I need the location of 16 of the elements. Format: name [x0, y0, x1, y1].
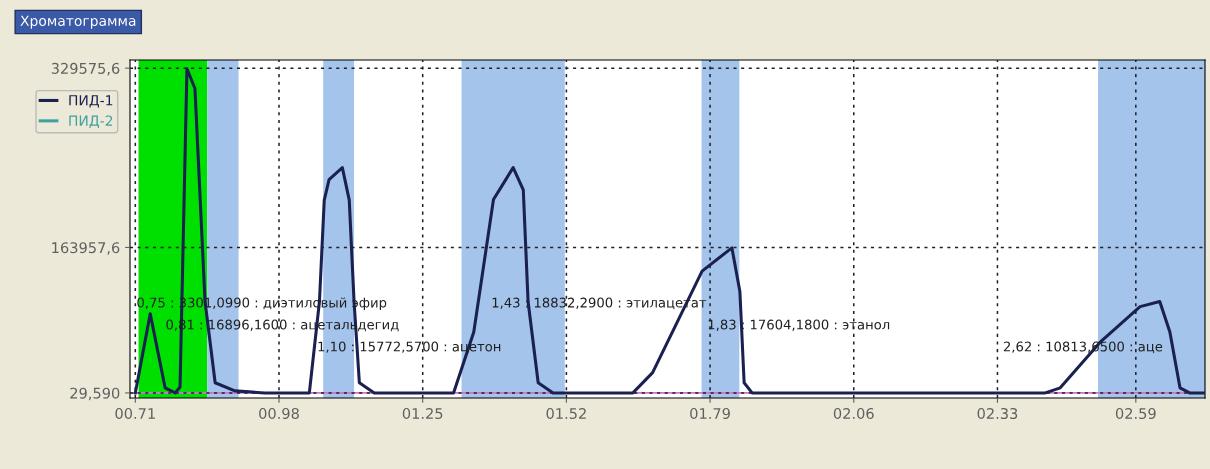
y-tick-label: 163957,6	[52, 242, 120, 255]
y-tick-label: 329575,6	[51, 62, 120, 76]
y-tick-label: 29,590	[70, 387, 120, 401]
chart-title: Хроматограмма	[20, 15, 136, 29]
x-tick-label: 02.06	[833, 407, 874, 420]
x-tick-label: 01.79	[690, 407, 730, 420]
x-tick-label: 00.71	[115, 407, 155, 420]
x-tick-label: 02.59	[1115, 407, 1156, 420]
legend-label: ПИД-1	[69, 95, 113, 108]
x-tick-label: 01.25	[402, 407, 443, 420]
x-tick-label: 00.98	[259, 407, 299, 420]
x-tick-label: 01.52	[546, 407, 586, 420]
legend-label: ПИД-2	[69, 115, 113, 128]
x-tick-label: 02.33	[977, 407, 1018, 420]
annotation: 1,83 : 17604,1800 : этанол	[708, 319, 890, 331]
line-series	[133, 67, 1205, 395]
